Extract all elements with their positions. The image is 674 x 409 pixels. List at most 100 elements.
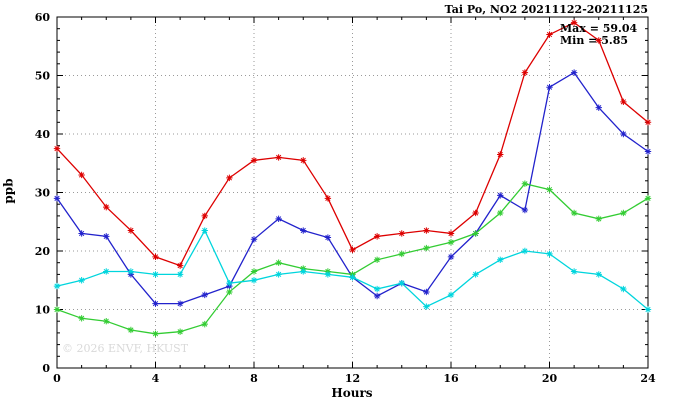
series-red-point — [201, 212, 208, 220]
series-red-point — [423, 227, 430, 234]
series-green-point — [373, 256, 381, 263]
series-cyan-point — [53, 282, 61, 290]
series-red-point — [644, 119, 652, 126]
series-red-point — [472, 209, 479, 217]
y-tick-label: 0 — [42, 362, 50, 375]
series-blue-point — [546, 84, 553, 91]
series-red-point — [570, 19, 578, 26]
x-axis-title: Hours — [331, 386, 373, 400]
series-red-point — [250, 157, 258, 164]
series-cyan-point — [78, 277, 85, 284]
series-cyan-point — [250, 277, 258, 284]
series-cyan-point — [644, 306, 652, 313]
y-axis-title: ppb — [1, 178, 16, 204]
series-green-point — [644, 195, 652, 202]
series-green-point — [53, 306, 61, 313]
min-label: Min = 5.85 — [560, 34, 629, 47]
series-green-point — [103, 318, 110, 325]
series-cyan-point — [447, 291, 455, 299]
series-red-point — [447, 230, 455, 237]
plot-border — [56, 16, 649, 369]
series-red-point — [53, 145, 61, 152]
series-cyan-point — [324, 271, 332, 278]
series-green-point — [226, 288, 233, 296]
x-tick-label: 8 — [250, 372, 258, 385]
series-cyan-point — [127, 268, 135, 275]
y-tick-label: 20 — [35, 245, 51, 258]
series-red-point — [546, 31, 553, 38]
series-green-point — [546, 186, 553, 193]
series-blue-line — [56, 71, 649, 305]
series-green-point — [78, 315, 85, 322]
watermark: © 2026 ENVF, HKUST — [62, 342, 189, 355]
series-green-point — [595, 215, 602, 223]
max-label: Max = 59.04 — [560, 22, 638, 35]
series-cyan-point — [620, 285, 627, 293]
series-cyan-point — [472, 271, 479, 278]
x-tick-label: 0 — [53, 372, 61, 385]
series-cyan-point — [423, 303, 430, 310]
series-red-point — [349, 246, 356, 254]
series-red-point — [497, 151, 504, 158]
series-red-point — [620, 98, 627, 106]
series-blue-point — [78, 230, 85, 237]
series-cyan-point — [521, 247, 529, 255]
series-cyan-point — [201, 227, 208, 234]
series-green-point — [176, 328, 184, 335]
series-blue-point — [152, 300, 159, 307]
series-red-point — [78, 171, 85, 179]
series-red-point — [595, 37, 602, 44]
series-red-point — [300, 157, 307, 164]
series-blue-point — [595, 104, 602, 111]
x-tick-label: 20 — [542, 372, 558, 385]
series-green-point — [497, 209, 504, 217]
chart-title: Tai Po, NO2 20211122-20211125 — [444, 3, 648, 16]
series-green-line — [56, 182, 649, 335]
series-cyan-point — [349, 274, 356, 281]
series-blue-point — [53, 195, 61, 202]
series-blue-point — [497, 192, 504, 199]
series-blue-point — [423, 288, 430, 296]
series-cyan-point — [275, 271, 282, 278]
series-blue-point — [275, 215, 282, 223]
series-cyan-point — [152, 271, 159, 278]
series-green-point — [201, 320, 208, 328]
series-blue-point — [447, 253, 455, 261]
y-tick-label: 60 — [35, 11, 51, 24]
series-red-point — [103, 203, 110, 211]
series-cyan-point — [103, 268, 110, 275]
series-cyan-point — [300, 268, 307, 275]
series-cyan-point — [497, 256, 504, 263]
series-blue-point — [324, 234, 332, 241]
minmax-annotation: Max = 59.04 Min = 5.85 — [560, 23, 637, 47]
series-red-point — [275, 154, 282, 161]
series-blue-point — [644, 148, 652, 155]
series-blue-point — [300, 227, 307, 234]
series-cyan-point — [595, 271, 602, 278]
series-green-point — [620, 209, 627, 217]
series-blue-point — [373, 292, 381, 300]
series-green-point — [250, 268, 258, 275]
series-blue-point — [250, 236, 258, 243]
series-green-point — [472, 230, 479, 237]
series-green-point — [127, 326, 135, 334]
x-tick-label: 24 — [640, 372, 656, 385]
series-green-point — [152, 330, 159, 337]
series-red-point — [226, 174, 233, 182]
series-cyan-point — [570, 268, 578, 275]
series-blue-point — [521, 206, 529, 214]
series-red-point — [398, 230, 405, 237]
series-red-point — [152, 253, 159, 261]
series-red-point — [373, 233, 381, 240]
y-tick-label: 10 — [35, 304, 51, 317]
series-green-point — [447, 239, 455, 246]
x-tick-label: 12 — [345, 372, 360, 385]
series-cyan-point — [176, 271, 184, 278]
series-blue-point — [620, 130, 627, 138]
x-tick-label: 4 — [152, 372, 160, 385]
series-red-point — [324, 195, 332, 202]
series-blue-point — [570, 69, 578, 76]
series-green-point — [521, 180, 529, 187]
